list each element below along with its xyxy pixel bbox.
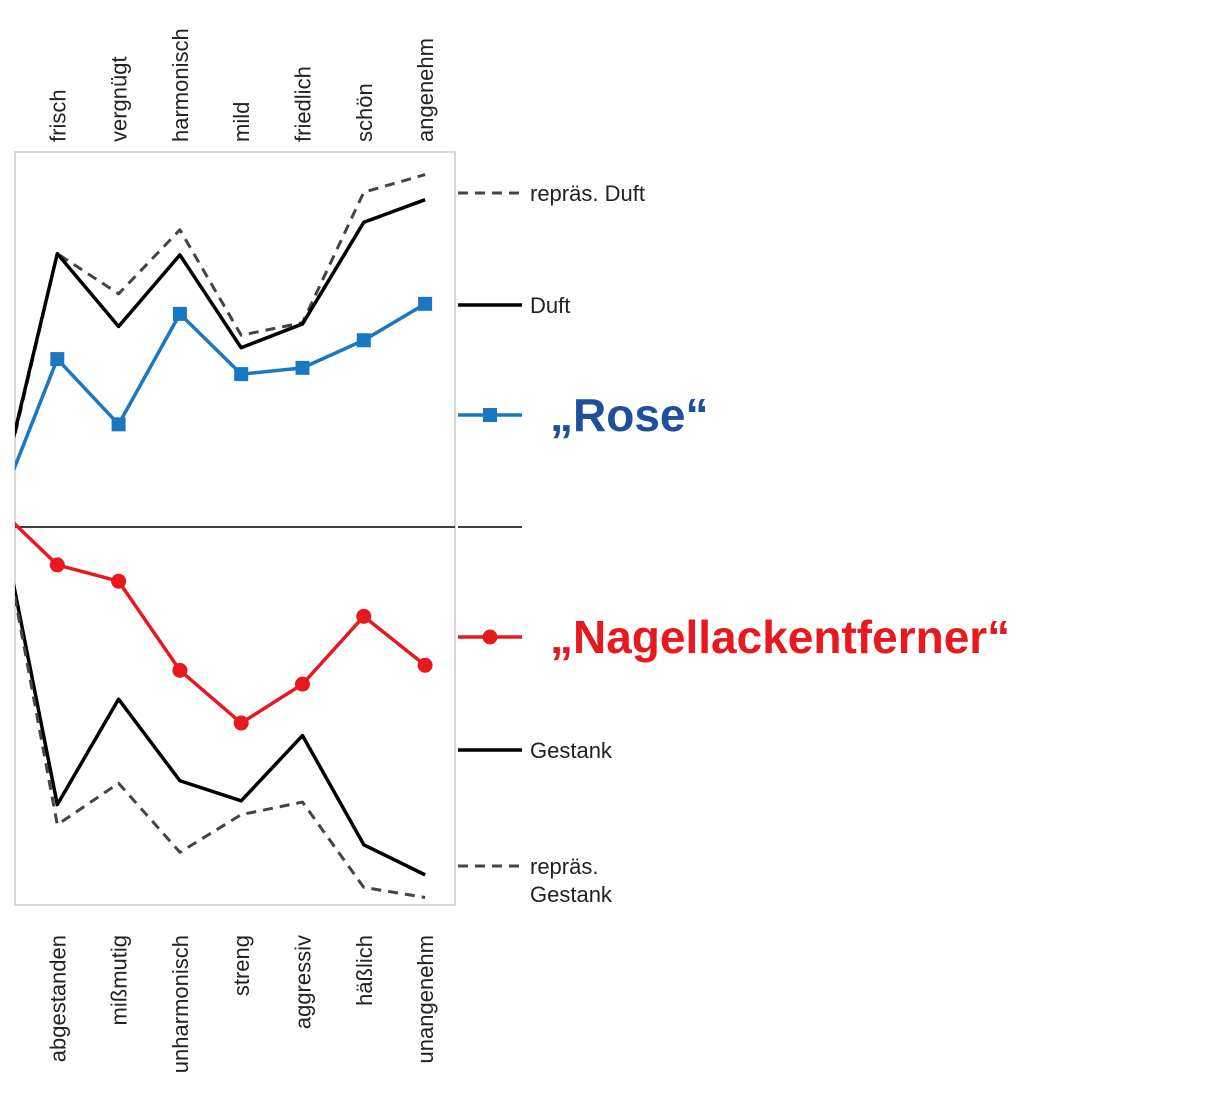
point-marker [356,608,372,624]
legend-marker [483,408,497,422]
series-line [15,173,426,442]
top-category-label: frisch [45,89,70,142]
point-marker [0,498,4,513]
point-marker [417,657,433,673]
point-marker [233,715,249,731]
point-marker [172,662,188,678]
point-marker [295,676,310,692]
point-marker [111,417,126,432]
point-marker [295,360,310,375]
series-line [15,589,426,899]
legend-label: Duft [530,293,570,318]
point-marker [50,352,65,367]
point-marker [49,557,65,573]
series-line [15,302,426,472]
plot-area [0,173,433,899]
legend-label: Gestank [530,738,613,763]
bottom-category-label: unharmonisch [168,935,193,1073]
series-line [15,198,426,439]
series-line [15,521,427,725]
bottom-category-label: abgestanden [45,935,70,1062]
legend-label: repräs. Duft [530,181,645,206]
point-marker [418,296,433,311]
point-marker [172,306,187,321]
bottom-category-label: aggressiv [291,935,316,1029]
point-marker [356,333,371,348]
point-marker [111,573,127,589]
bottom-category-label: mißmutig [107,935,132,1025]
top-category-label: vergnügt [107,56,132,142]
top-category-label: angenehm [413,38,438,142]
legend-label: „Nagellackentferner“ [550,611,1010,663]
series-line [15,582,426,877]
top-category-label: schön [352,83,377,142]
bottom-category-label: streng [229,935,254,996]
top-category-label: friedlich [291,66,316,142]
top-category-label: harmonisch [168,28,193,142]
bottom-category-label: unangenehm [413,935,438,1063]
top-category-label: mild [229,102,254,142]
point-marker [234,367,249,382]
plot-frame [14,151,456,906]
bottom-category-label: häßlich [352,935,377,1006]
legend-label: repräs. Gestank [530,854,613,907]
point-marker [0,508,3,522]
legend-marker [482,629,498,645]
legend-label: „Rose“ [550,389,708,441]
